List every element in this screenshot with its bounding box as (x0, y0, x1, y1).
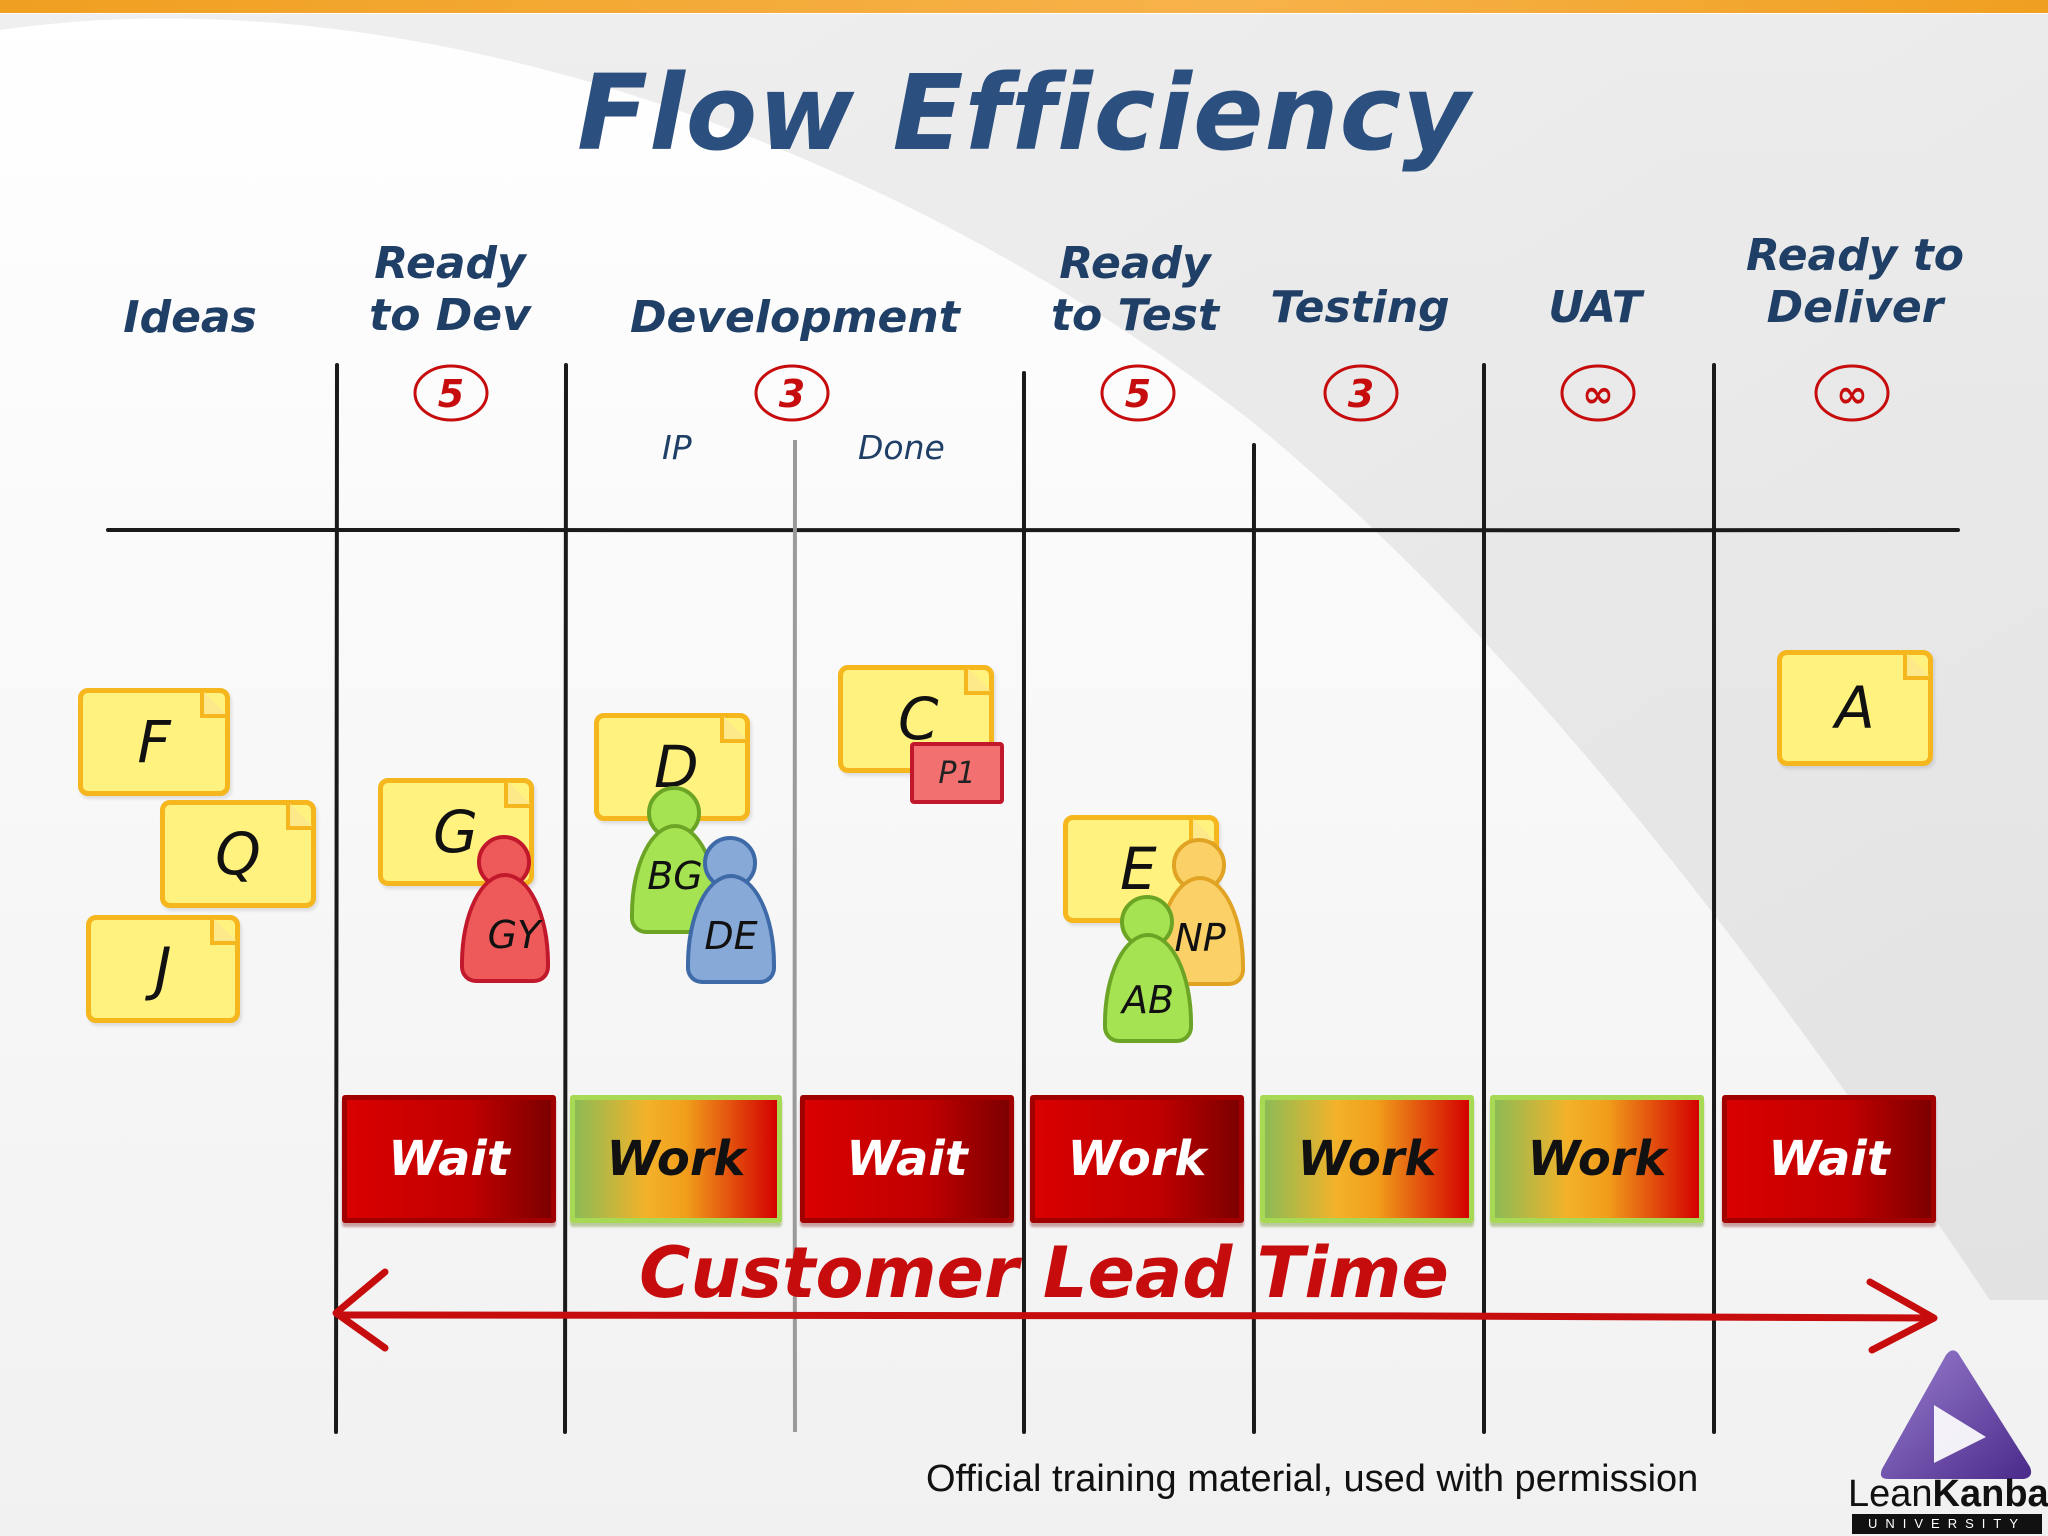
bar-ready-to-deliver: Wait (1722, 1095, 1936, 1223)
sub-column-divider (792, 439, 798, 1433)
slide-title: Flow Efficiency (577, 52, 1471, 174)
person-ab[interactable]: AB (1103, 895, 1193, 1045)
wip-ring-ready-to-test (1100, 364, 1176, 422)
header-divider-line (106, 527, 1960, 533)
card-q[interactable]: Q (160, 800, 316, 908)
credit-text: Official training material, used with pe… (926, 1458, 1699, 1500)
column-line-4 (1021, 371, 1027, 1434)
bar-development-done: Wait (800, 1095, 1014, 1223)
column-line-7 (1711, 363, 1717, 1434)
wip-limit-ready-to-deliver: ∞ (1836, 372, 1868, 416)
wip-limit-development: 3 (779, 372, 805, 416)
wip-limit-testing: 3 (1348, 372, 1374, 416)
column-header-development: Development (630, 292, 960, 343)
wip-limit-ready-to-dev: 5 (438, 372, 464, 416)
wip-ring-ready-to-deliver (1814, 364, 1890, 422)
wip-limit-ready-to-test: 5 (1125, 372, 1151, 416)
column-header-ready-to-dev: Ready to Dev (369, 238, 531, 341)
bar-ready-to-dev: Wait (342, 1095, 556, 1223)
column-line-1 (333, 363, 340, 1434)
wip-ring-ready-to-dev (413, 364, 489, 422)
wip-limit-uat: ∞ (1582, 372, 1614, 416)
logo-subtitle: UNIVERSITY (1852, 1514, 2042, 1534)
card-j[interactable]: J (86, 915, 240, 1023)
column-line-6 (1481, 363, 1487, 1434)
column-header-ready-to-deliver: Ready to Deliver (1746, 230, 1964, 333)
leankanban-logo-icon (1880, 1350, 2032, 1479)
sub-column-in-progress: IP (662, 428, 692, 467)
top-accent-bar (0, 0, 2048, 13)
bar-uat: Work (1490, 1095, 1704, 1223)
column-header-ideas: Ideas (123, 292, 257, 343)
card-f[interactable]: F (78, 688, 230, 796)
column-line-2 (562, 363, 569, 1434)
column-header-ready-to-test: Ready to Test (1051, 238, 1219, 341)
sub-column-done: Done (858, 428, 945, 467)
wip-ring-development (754, 364, 830, 422)
lead-time-arrow (332, 1268, 1938, 1354)
bar-development-ip: Work (570, 1095, 782, 1223)
bar-testing: Work (1260, 1095, 1474, 1223)
bar-ready-to-test: Work (1030, 1095, 1244, 1223)
person-gy[interactable]: GY (460, 835, 550, 985)
wip-ring-testing (1323, 364, 1399, 422)
column-header-uat: UAT (1548, 282, 1642, 333)
card-a[interactable]: A (1777, 650, 1933, 766)
wip-ring-uat (1560, 364, 1636, 422)
column-line-5 (1251, 443, 1257, 1434)
person-de[interactable]: DE (686, 836, 776, 986)
customer-lead-time-label: Customer Lead Time (639, 1232, 1449, 1314)
logo-wordmark: LeanKanban (1848, 1473, 2048, 1515)
priority-tag-p1: P1 (910, 742, 1004, 804)
column-header-testing: Testing (1270, 282, 1450, 333)
